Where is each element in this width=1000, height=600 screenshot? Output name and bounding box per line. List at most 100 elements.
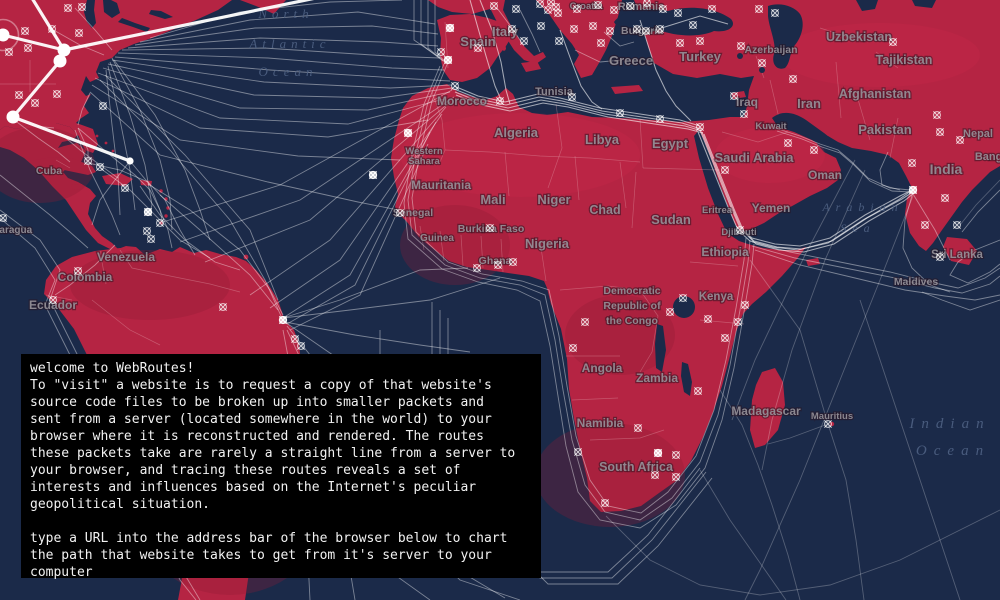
country-label: Sudan xyxy=(651,212,691,227)
persian-gulf xyxy=(772,112,854,166)
country-label: Madagascar xyxy=(731,404,801,418)
country-label: Chad xyxy=(589,203,620,217)
country-label: Zambia xyxy=(636,371,678,385)
country-label: Angola xyxy=(582,361,623,375)
country-label: Pakistan xyxy=(858,122,912,137)
lake-victoria xyxy=(673,296,695,318)
country-label: Afghanistan xyxy=(839,87,911,101)
ocean-label: Arabian xyxy=(821,200,903,214)
land-socotra xyxy=(806,258,820,266)
cable-landing-marker[interactable] xyxy=(443,55,453,65)
route-origin-node[interactable] xyxy=(0,28,10,42)
country-label: Democratic xyxy=(603,285,660,297)
land-madagascar xyxy=(750,368,785,448)
country-label: Eritrea xyxy=(702,205,733,216)
lake-tanganyika xyxy=(655,324,666,372)
route-hub-node[interactable] xyxy=(126,157,134,165)
country-label: Kenya xyxy=(699,291,734,303)
route-node[interactable] xyxy=(53,54,67,68)
country-label: Algeria xyxy=(494,125,539,140)
country-label: Sahara xyxy=(408,156,440,167)
land-jamaica xyxy=(71,184,84,190)
ocean-label: Sea xyxy=(840,221,875,235)
cable-landing-marker[interactable] xyxy=(368,170,378,180)
route-segment xyxy=(11,115,132,163)
country-label: Mauritania xyxy=(411,178,471,192)
lake-balkhash xyxy=(912,0,936,8)
country-label: the Congo xyxy=(606,315,658,327)
land-hispaniola xyxy=(102,173,133,186)
country-label: Republic of xyxy=(603,300,661,312)
ocean-label: Ocean xyxy=(916,443,990,459)
route-segment xyxy=(31,0,66,52)
country-label: Italy xyxy=(492,24,519,39)
country-label: Ecuador xyxy=(29,298,77,312)
country-label: India xyxy=(930,161,963,177)
country-label: Ethiopia xyxy=(701,245,749,259)
country-label-layer: Cuba Nicaragua Venezuela Colombia Ecuador Spa… xyxy=(0,0,1000,475)
lake-michigan xyxy=(84,0,96,28)
cable-landing-marker[interactable] xyxy=(143,207,153,217)
country-label: Romania xyxy=(618,1,665,13)
country-label: Greece xyxy=(609,53,653,68)
route-segment xyxy=(62,0,315,52)
land-nova-scotia xyxy=(240,0,286,14)
country-label: Uzbekistan xyxy=(826,30,892,44)
lake-huron xyxy=(103,0,120,18)
cable-landing-marker[interactable] xyxy=(278,315,288,325)
land-balkans-greece xyxy=(536,0,622,78)
country-label: Bangladesh xyxy=(975,151,1000,163)
country-label: Nigeria xyxy=(525,236,570,251)
route-segment xyxy=(1,33,66,52)
country-label: Guinea xyxy=(420,233,454,244)
country-label: Tunisia xyxy=(535,86,574,98)
country-label: Namibia xyxy=(577,416,624,430)
cable-landing-marker[interactable] xyxy=(908,185,918,195)
ocean-label: North xyxy=(257,6,313,21)
lake-malawi xyxy=(681,362,692,396)
land-corsica xyxy=(498,23,505,33)
country-label: Yemen xyxy=(752,201,791,215)
country-label: Mauritius xyxy=(811,411,853,422)
aral-sea xyxy=(856,0,878,11)
country-label: Maldives xyxy=(894,276,939,288)
cable-landing-marker[interactable] xyxy=(653,448,663,458)
country-label: Cuba xyxy=(36,165,62,177)
cable-landing-marker[interactable] xyxy=(445,23,455,33)
ocean-label: Indian xyxy=(908,416,990,432)
country-label: Mali xyxy=(480,192,505,207)
country-label: Nicaragua xyxy=(0,225,33,236)
route-node[interactable] xyxy=(57,43,71,57)
country-label: Iran xyxy=(797,96,821,111)
country-label: Djibouti xyxy=(721,227,756,238)
country-label: Senegal xyxy=(393,207,433,219)
country-label: Morocco xyxy=(437,94,487,108)
welcome-panel: welcome to WebRoutes! To "visit" a websi… xyxy=(21,354,541,580)
traced-route-layer xyxy=(0,0,315,165)
country-borders xyxy=(0,21,899,441)
country-label: Bulgaria xyxy=(621,25,663,37)
land-africa-eurasia xyxy=(391,0,1000,512)
land-cuba xyxy=(30,157,96,175)
land-crete xyxy=(611,85,643,94)
country-label: Nepal xyxy=(963,128,993,140)
country-label: Libya xyxy=(585,132,620,147)
route-origin-ring xyxy=(0,18,20,52)
cable-landing-marker[interactable] xyxy=(403,128,413,138)
land-puerto-rico xyxy=(140,180,152,186)
country-label: Saudi Arabia xyxy=(715,150,795,165)
country-label: Iraq xyxy=(736,95,758,109)
route-node[interactable] xyxy=(6,110,20,124)
country-label: Venezuela xyxy=(97,250,155,264)
country-label: Colombia xyxy=(58,270,113,284)
land-sicily xyxy=(521,61,541,72)
land-italy xyxy=(491,0,546,64)
country-label: Ghana xyxy=(479,255,512,267)
country-label: Niger xyxy=(537,192,570,207)
country-label: Tajikistan xyxy=(876,53,933,67)
ocean-label: Ocean xyxy=(259,64,318,79)
country-label: Azerbaijan xyxy=(744,44,797,56)
country-label: Western xyxy=(405,146,443,157)
country-label: Sri Lanka xyxy=(931,249,983,261)
lake-ontario xyxy=(149,10,173,19)
